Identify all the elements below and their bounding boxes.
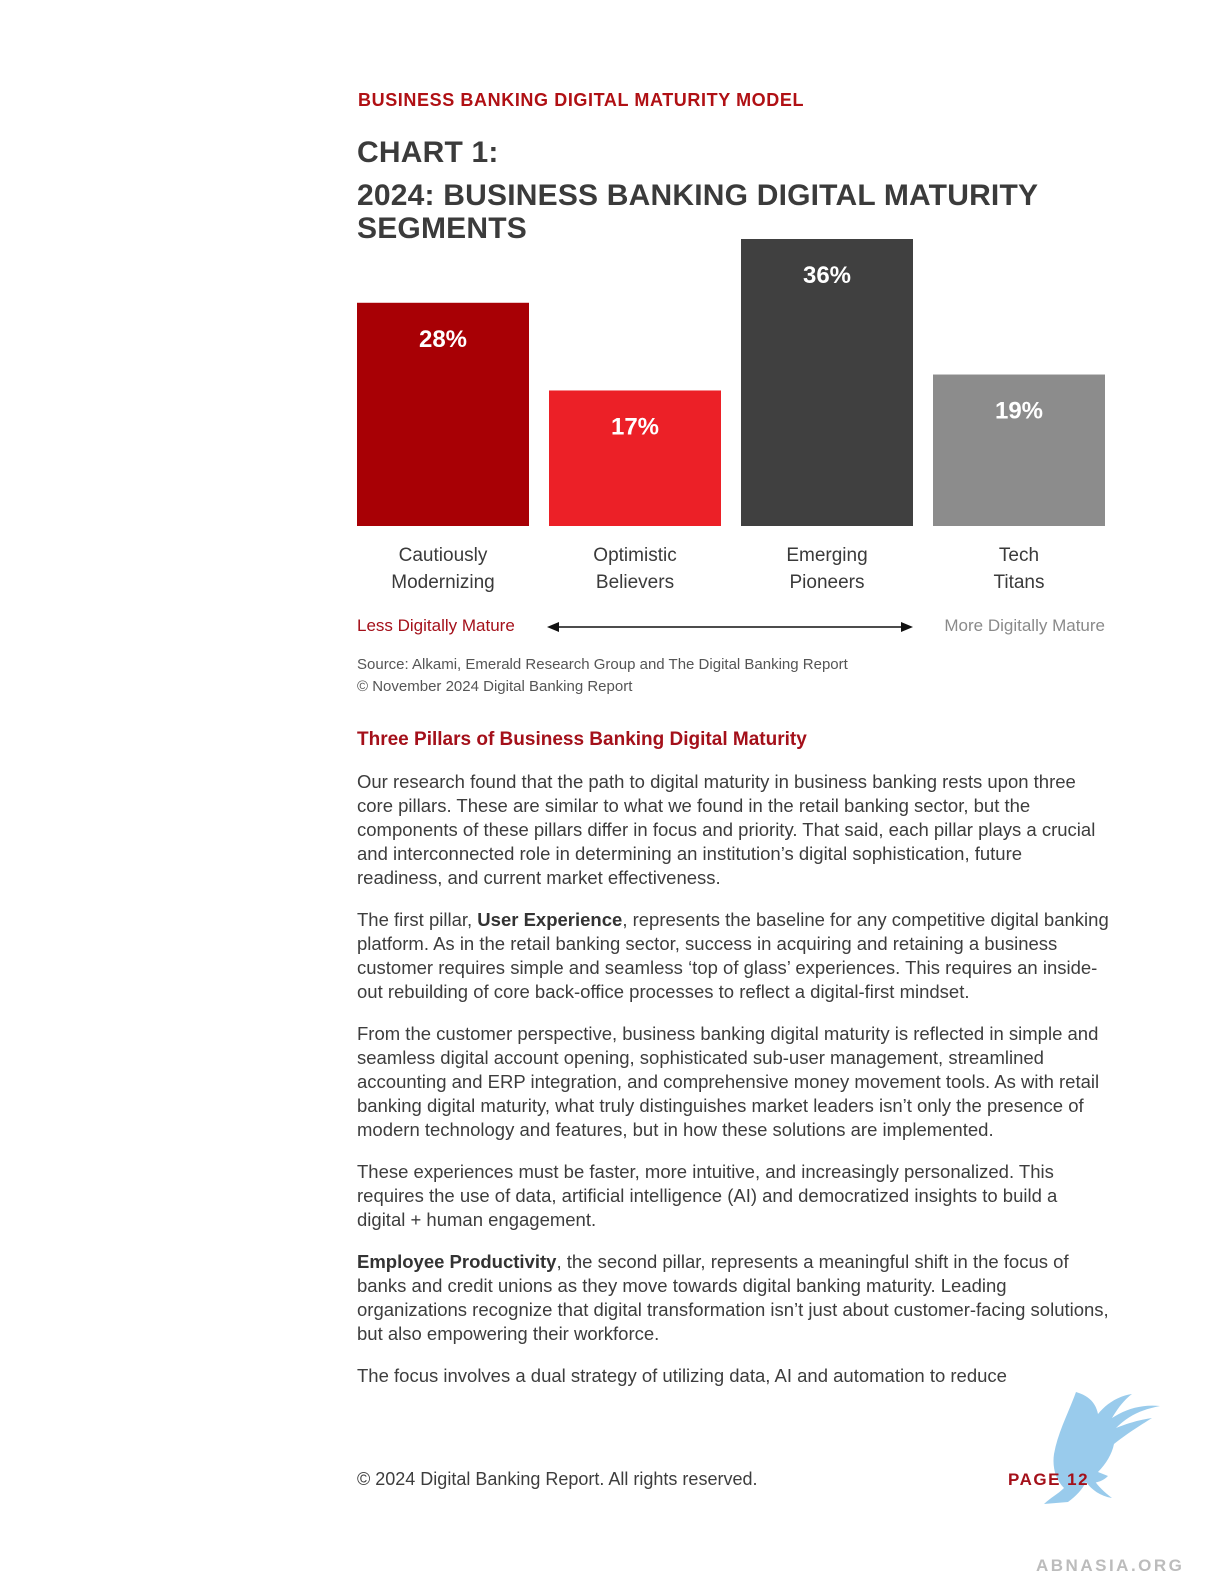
paragraph-1: Our research found that the path to digi… <box>357 771 1096 888</box>
bar-value-label-2: 17% <box>611 413 659 440</box>
chart-title: CHART 1: 2024: BUSINESS BANKING DIGITAL … <box>357 136 1117 246</box>
bar-1 <box>357 302 529 526</box>
chart-title-line-1: CHART 1: <box>357 136 499 169</box>
double-arrow-icon <box>547 622 913 632</box>
paragraph-4: These experiences must be faster, more i… <box>357 1161 1058 1230</box>
category-label-2-line-2: Believers <box>596 572 674 593</box>
article-body: Our research found that the path to digi… <box>357 770 1109 1406</box>
section-heading: Three Pillars of Business Banking Digita… <box>357 729 807 750</box>
paragraph-6: The focus involves a dual strategy of ut… <box>357 1365 1007 1386</box>
maturity-scale: Less Digitally Mature More Digitally Mat… <box>357 614 1105 640</box>
source-line-1: Source: Alkami, Emerald Research Group a… <box>357 656 848 673</box>
chart-source: Source: Alkami, Emerald Research Group a… <box>357 654 848 698</box>
category-label-2-line-1: Optimistic <box>593 545 676 566</box>
category-label-4-line-2: Titans <box>993 572 1044 593</box>
paragraph-2-prefix: The first pillar, <box>357 909 478 930</box>
bar-value-label-1: 28% <box>419 326 467 353</box>
category-label-3-line-2: Pioneers <box>790 572 865 593</box>
user-experience-term: User Experience <box>477 909 623 930</box>
chart-title-line-2: 2024: BUSINESS BANKING DIGITAL MATURITY <box>357 178 1039 212</box>
category-label-1-line-1: Cautiously <box>399 545 488 566</box>
bar-3 <box>741 239 913 526</box>
paragraph-2-rest: , represents the baseline for any compet… <box>357 909 1109 1002</box>
chart-title-line-3: SEGMENTS <box>357 212 527 246</box>
source-line-2: © November 2024 Digital Banking Report <box>357 678 633 695</box>
bar-value-label-4: 19% <box>995 398 1043 425</box>
paragraph-5-rest: , the second pillar, represents a meanin… <box>357 1251 1109 1344</box>
scale-less-label: Less Digitally Mature <box>357 616 515 635</box>
bar-value-label-3: 36% <box>803 262 851 289</box>
scale-more-label: More Digitally Mature <box>944 616 1105 635</box>
page-number: PAGE 12 <box>1008 1470 1090 1489</box>
bar-4 <box>933 374 1105 526</box>
griffin-logo-icon <box>1044 1392 1160 1504</box>
employee-productivity-term: Employee Productivity <box>357 1251 557 1272</box>
watermark-text: ABNASIA.ORG <box>1036 1556 1185 1575</box>
category-label-1-line-2: Modernizing <box>391 572 495 593</box>
paragraph-2: The first pillar, User Experience, repre… <box>357 908 1109 1004</box>
footer-copyright: © 2024 Digital Banking Report. All right… <box>357 1469 758 1489</box>
bar-2 <box>549 390 721 526</box>
category-label-4-line-1: Tech <box>999 545 1039 566</box>
bar-chart: 28% Cautiously Modernizing 17% Optimistic Bel… <box>357 239 1105 593</box>
section-label: BUSINESS BANKING DIGITAL MATURITY MODEL <box>358 90 805 110</box>
paragraph-3: From the customer perspective, business … <box>357 1023 1100 1140</box>
category-label-3-line-1: Emerging <box>786 545 867 566</box>
paragraph-5: Employee Productivity, the second pillar… <box>357 1250 1109 1346</box>
